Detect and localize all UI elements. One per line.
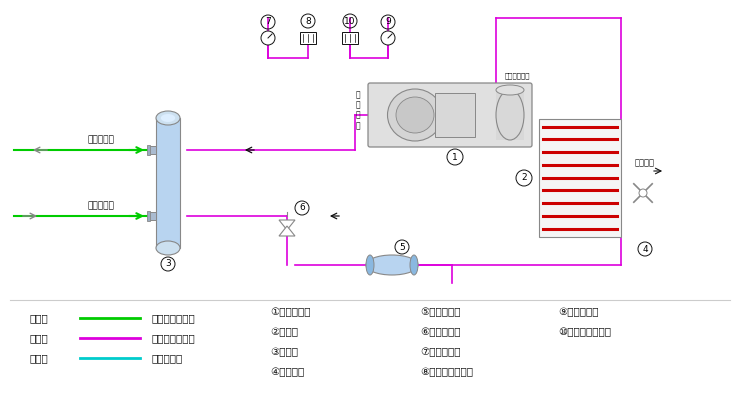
Bar (300, 32, 316, 44)
Bar (156, 118, 180, 248)
Text: 绿色线: 绿色线 (30, 313, 49, 323)
Text: 蓝色线: 蓝色线 (30, 353, 49, 363)
Text: 1: 1 (452, 153, 458, 162)
Ellipse shape (156, 241, 180, 255)
Text: 载冷剂循环回路: 载冷剂循环回路 (152, 313, 196, 323)
Ellipse shape (410, 255, 418, 275)
Text: 6: 6 (299, 204, 305, 213)
Ellipse shape (366, 255, 374, 275)
Text: ⑩高压压力控制器: ⑩高压压力控制器 (558, 327, 611, 337)
Text: 8: 8 (305, 16, 311, 25)
Bar (149, 146, 156, 154)
Bar (147, 211, 150, 221)
Bar (149, 212, 156, 220)
Circle shape (381, 31, 395, 45)
Ellipse shape (388, 89, 443, 141)
Text: 制冷剂循环回路: 制冷剂循环回路 (152, 333, 196, 343)
Bar (435, 93, 475, 137)
Text: 10: 10 (344, 16, 356, 25)
Text: 5: 5 (399, 242, 405, 251)
Bar (342, 32, 358, 44)
Ellipse shape (156, 111, 180, 125)
Text: 水循环回路: 水循环回路 (152, 353, 184, 363)
Ellipse shape (161, 114, 175, 122)
Polygon shape (279, 220, 295, 230)
Text: 3: 3 (165, 259, 171, 268)
Text: ③蒸发器: ③蒸发器 (270, 347, 298, 357)
Bar (539, 119, 621, 237)
Text: ②冷凝器: ②冷凝器 (270, 327, 298, 337)
Text: ①螺杆压缩机: ①螺杆压缩机 (270, 307, 311, 317)
Text: 低
压
吸
气: 低 压 吸 气 (356, 90, 360, 130)
Text: ⑦低压压力表: ⑦低压压力表 (420, 347, 460, 357)
Text: 载冷剂流入: 载冷剂流入 (87, 201, 114, 210)
Text: ⑨高压压力表: ⑨高压压力表 (558, 307, 599, 317)
Text: ④冷却风扇: ④冷却风扇 (270, 367, 304, 377)
Polygon shape (279, 226, 295, 236)
Circle shape (639, 189, 647, 197)
FancyBboxPatch shape (368, 83, 532, 147)
Bar (496, 90, 524, 140)
Text: ⑧低压压力控制器: ⑧低压压力控制器 (420, 367, 473, 377)
Ellipse shape (366, 255, 418, 275)
Text: 9: 9 (385, 18, 391, 27)
Text: 红色线: 红色线 (30, 333, 49, 343)
Bar (147, 145, 150, 155)
Ellipse shape (496, 85, 524, 95)
Text: 4: 4 (642, 244, 648, 253)
Text: 高压排气流向: 高压排气流向 (505, 72, 531, 79)
Ellipse shape (496, 90, 524, 140)
Text: ⑥供液膨胀阀: ⑥供液膨胀阀 (420, 327, 460, 337)
Text: 7: 7 (265, 18, 271, 27)
Text: 风向流动: 风向流动 (635, 158, 655, 167)
Circle shape (261, 31, 275, 45)
Text: ⑤干燥过滤器: ⑤干燥过滤器 (420, 307, 460, 317)
Text: 载冷剂出口: 载冷剂出口 (87, 135, 114, 144)
Text: 2: 2 (521, 173, 527, 182)
Ellipse shape (396, 97, 434, 133)
